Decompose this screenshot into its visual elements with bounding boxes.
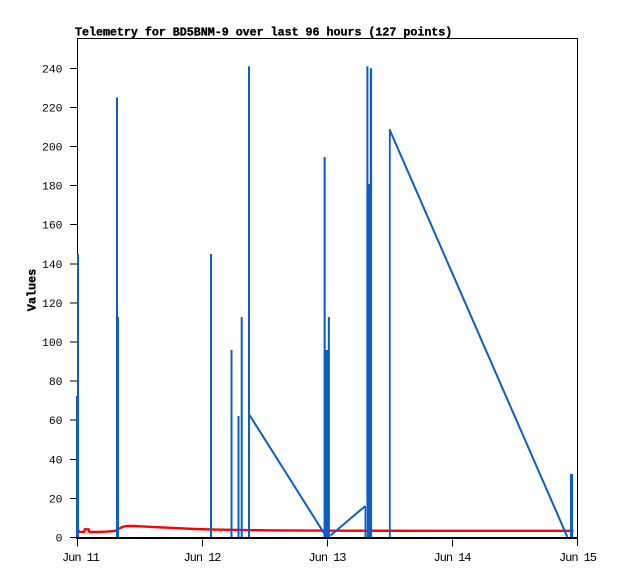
svg-text:120: 120	[42, 299, 63, 311]
svg-text:Telemetry for BD5BNM-9 over la: Telemetry for BD5BNM-9 over last 96 hour…	[75, 26, 452, 40]
svg-text:Jun 11: Jun 11	[62, 551, 100, 565]
svg-text:240: 240	[42, 64, 63, 76]
svg-text:40: 40	[49, 455, 63, 467]
svg-text:200: 200	[42, 143, 63, 155]
svg-text:0: 0	[56, 534, 63, 546]
svg-text:60: 60	[49, 416, 63, 428]
svg-text:Jun 13: Jun 13	[309, 551, 347, 565]
svg-text:220: 220	[42, 103, 63, 115]
svg-text:180: 180	[42, 182, 63, 194]
svg-text:140: 140	[42, 260, 63, 272]
svg-text:20: 20	[49, 494, 63, 506]
svg-text:100: 100	[42, 338, 63, 350]
svg-text:Values: Values	[26, 269, 40, 312]
svg-text:160: 160	[42, 221, 63, 233]
svg-text:Jun 14: Jun 14	[434, 551, 472, 565]
svg-text:80: 80	[49, 377, 63, 389]
svg-text:Jun 12: Jun 12	[184, 551, 222, 565]
svg-text:Jun 15: Jun 15	[559, 551, 597, 565]
